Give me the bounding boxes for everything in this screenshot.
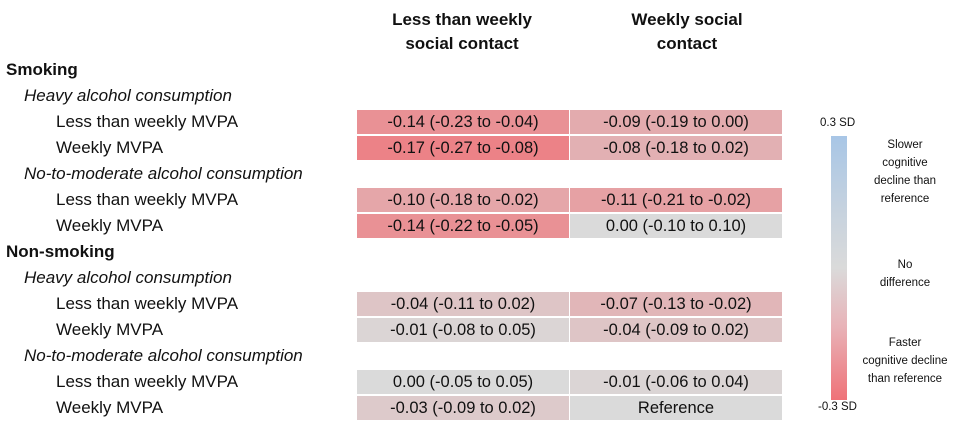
row-label: Less than weekly MVPA: [56, 190, 239, 209]
subgroup-label: Heavy alcohol consumption: [24, 86, 232, 105]
table-cell: -0.07 (-0.13 to -0.02): [570, 292, 782, 316]
column-header-weekly-contact: Weekly social contact: [582, 8, 792, 56]
column-header-less-weekly-contact: Less than weekly social contact: [357, 8, 567, 56]
legend-faster-text: Faster cognitive decline than reference: [850, 334, 960, 388]
legend-text-line: Faster: [888, 337, 922, 349]
row-label: Weekly MVPA: [56, 398, 164, 417]
table-cell: -0.09 (-0.19 to 0.00): [570, 110, 782, 134]
legend-top-label: 0.3 SD: [820, 117, 856, 129]
group-label: Non-smoking: [6, 242, 115, 261]
legend-no-difference-text: No difference: [850, 256, 960, 292]
column-header-line: social contact: [405, 34, 519, 53]
column-header-line: Less than weekly: [392, 10, 532, 29]
row-label: Less than weekly MVPA: [56, 372, 239, 391]
table-cell: -0.04 (-0.09 to 0.02): [570, 318, 782, 342]
legend-text-line: Slower: [887, 139, 923, 151]
legend-text-line: than reference: [867, 373, 943, 385]
legend-text-line: reference: [880, 193, 930, 205]
group-label: Smoking: [6, 60, 78, 79]
table-cell: -0.03 (-0.09 to 0.02): [357, 396, 569, 420]
row-label: Weekly MVPA: [56, 138, 164, 157]
table-cell: -0.14 (-0.23 to -0.04): [357, 110, 569, 134]
row-label: Less than weekly MVPA: [56, 112, 239, 131]
table-cell: -0.11 (-0.21 to -0.02): [570, 188, 782, 212]
column-header-line: contact: [656, 34, 718, 53]
row-label: Less than weekly MVPA: [56, 294, 239, 313]
table-cell: 0.00 (-0.10 to 0.10): [570, 214, 782, 238]
legend-text-line: decline than: [873, 175, 937, 187]
table-cell: -0.14 (-0.22 to -0.05): [357, 214, 569, 238]
table-cell: -0.01 (-0.08 to 0.05): [357, 318, 569, 342]
legend-gradient-bar: [831, 136, 847, 400]
row-label: Weekly MVPA: [56, 216, 164, 235]
subgroup-label: Heavy alcohol consumption: [24, 268, 232, 287]
legend-text-line: difference: [879, 277, 931, 289]
column-header-line: Weekly social: [631, 10, 743, 29]
table-cell: -0.10 (-0.18 to -0.02): [357, 188, 569, 212]
table-cell: -0.01 (-0.06 to 0.04): [570, 370, 782, 394]
row-label: Weekly MVPA: [56, 320, 164, 339]
table-cell: -0.17 (-0.27 to -0.08): [357, 136, 569, 160]
table-cell: -0.08 (-0.18 to 0.02): [570, 136, 782, 160]
legend-slower-text: Slower cognitive decline than reference: [850, 136, 960, 208]
subgroup-label: No-to-moderate alcohol consumption: [24, 346, 303, 365]
legend-text-line: cognitive: [882, 157, 928, 169]
legend-text-line: cognitive decline: [862, 355, 948, 367]
legend-text-line: No: [897, 259, 913, 271]
table-cell: 0.00 (-0.05 to 0.05): [357, 370, 569, 394]
subgroup-label: No-to-moderate alcohol consumption: [24, 164, 303, 183]
table-cell: -0.04 (-0.11 to 0.02): [357, 292, 569, 316]
legend-bottom-label: -0.3 SD: [818, 401, 857, 413]
table-cell: Reference: [570, 396, 782, 420]
